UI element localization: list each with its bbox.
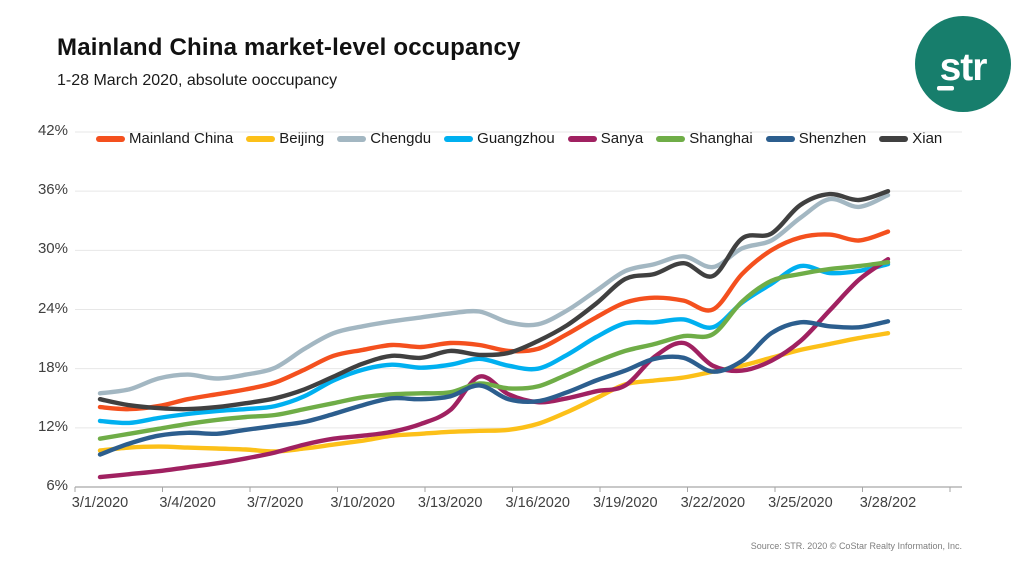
legend-swatch [765, 135, 795, 142]
legend-swatch [246, 135, 276, 142]
legend-item-xian: Xian [879, 130, 942, 147]
legend-item-mainland-china: Mainland China [96, 130, 233, 147]
legend-label: Guangzhou [477, 130, 555, 147]
series-line-guangzhou [97, 261, 891, 426]
legend-label: Shanghai [689, 130, 753, 147]
y-axis-label: 18% [37, 358, 68, 376]
chart-legend: Mainland China Beijing Chengdu Guangzhou San… [96, 130, 942, 147]
legend-label: Shenzhen [798, 130, 867, 147]
legend-item-beijing: Beijing [246, 130, 324, 147]
y-axis-label: 6% [46, 477, 68, 494]
source-attribution: Source: STR. 2020 © CoStar Realty Inform… [750, 541, 962, 551]
series-line-sanya [97, 257, 891, 480]
series-line-beijing [97, 331, 891, 454]
legend-label: Beijing [279, 130, 325, 147]
legend-swatch [879, 135, 909, 142]
series-line-shanghai [97, 260, 891, 441]
series-line-xian [97, 189, 891, 412]
legend-label: Sanya [600, 130, 644, 147]
legend-item-guangzhou: Guangzhou [444, 130, 555, 147]
series-line-mainland-china [97, 229, 891, 412]
legend-label: Mainland China [129, 130, 234, 147]
chart-subtitle: 1-28 March 2020, absolute ooccupancy [57, 72, 338, 89]
legend-swatch [567, 135, 597, 142]
y-axis-label: 36% [37, 181, 68, 199]
y-axis-label: 30% [37, 240, 68, 258]
legend-item-shenzhen: Shenzhen [765, 130, 867, 147]
legend-item-shanghai: Shanghai [656, 130, 753, 147]
y-axis-label: 24% [37, 299, 68, 317]
str-logo-icon: str [915, 16, 1011, 112]
legend-item-sanya: Sanya [567, 130, 644, 147]
legend-swatch [96, 135, 125, 142]
legend-item-chengdu: Chengdu [337, 130, 431, 147]
logo-text: str [940, 46, 988, 89]
legend-label: Xian [912, 130, 943, 147]
y-axis-label: 42% [37, 122, 68, 139]
legend-label: Chengdu [370, 130, 432, 147]
legend-swatch [656, 135, 686, 142]
legend-swatch [444, 135, 474, 142]
series-line-shenzhen [97, 319, 891, 457]
series-line-chengdu [97, 192, 891, 396]
y-axis-label: 12% [37, 417, 68, 435]
chart-title: Mainland China market-level occupancy [57, 34, 521, 61]
legend-swatch [337, 135, 367, 142]
